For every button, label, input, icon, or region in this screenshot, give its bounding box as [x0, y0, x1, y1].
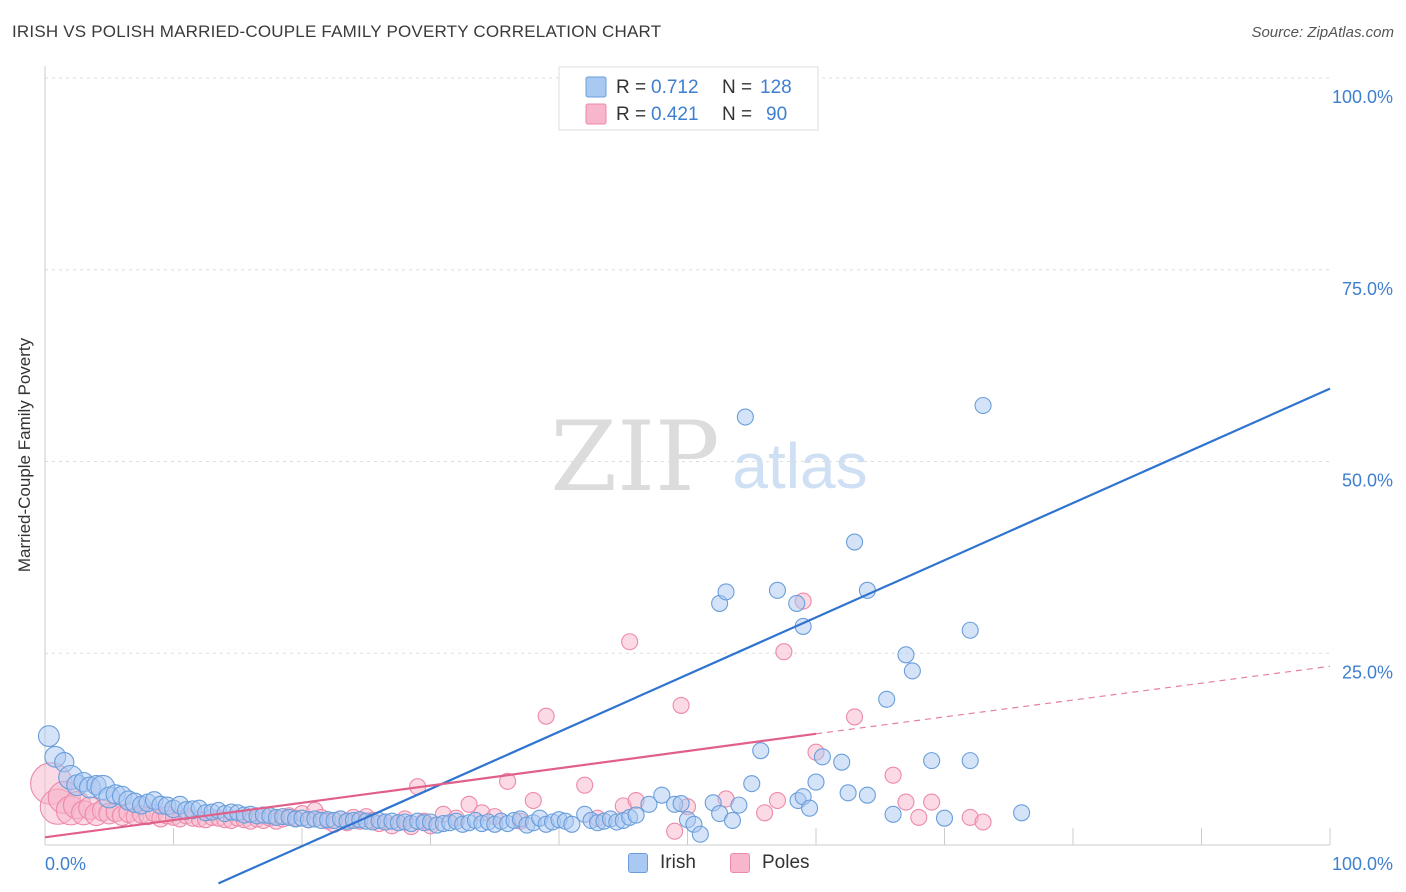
- poles-point-62: [460, 795, 478, 813]
- legend-r-value-irish: 0.712: [651, 77, 699, 98]
- legend-n-value-poles: 90: [766, 104, 787, 125]
- y-tick-label-1: 75.0%: [1342, 279, 1393, 299]
- tick-labels: 100.0% 75.0% 50.0% 25.0% 0.0% 100.0%: [45, 87, 1393, 874]
- irish-point-129: [974, 396, 992, 415]
- grid: [45, 77, 1330, 654]
- poles-point-68: [537, 707, 555, 725]
- irish-point-107: [807, 773, 825, 791]
- poles-point-85: [897, 793, 915, 811]
- irish-trend-line: [218, 387, 1331, 885]
- irish-point-94: [672, 795, 690, 813]
- legend-n-label-poles: N =: [722, 104, 752, 125]
- irish-point-127: [903, 662, 921, 680]
- irish-point-81: [563, 815, 581, 833]
- poles-point-67: [524, 791, 542, 810]
- series-irish: [37, 396, 1031, 843]
- irish-point-119: [736, 408, 754, 426]
- poles-point-87: [923, 793, 941, 811]
- bottom-legend-swatch-irish: [628, 853, 648, 873]
- irish-point-90: [627, 806, 645, 824]
- irish-point-111: [858, 786, 876, 804]
- stats-legend: R = 0.712 N = 128 R = 0.421 N = 90: [558, 66, 819, 131]
- poles-point-80: [775, 643, 793, 661]
- irish-point-102: [743, 775, 761, 793]
- watermark-zip: ZIP: [550, 401, 719, 513]
- poles-point-86: [910, 808, 928, 826]
- irish-point-123: [845, 533, 864, 551]
- x-tick-label-0: 0.0%: [45, 854, 86, 874]
- legend-swatch-poles: [585, 103, 607, 125]
- bottom-legend-label-irish: Irish: [660, 852, 696, 873]
- y-tick-label-3: 25.0%: [1342, 662, 1393, 682]
- irish-point-106: [801, 799, 819, 817]
- bottom-legend-poles[interactable]: Poles: [730, 852, 810, 874]
- irish-point-92: [653, 786, 671, 804]
- chart-title: IRISH VS POLISH MARRIED-COUPLE FAMILY PO…: [12, 22, 662, 41]
- poles-point-84: [884, 766, 902, 784]
- bottom-legend: Irish Poles: [0, 850, 1406, 880]
- legend-r-label-irish: R =: [616, 77, 646, 98]
- poles-trend-line-extension: [815, 665, 1331, 735]
- poles-point-75: [672, 696, 690, 714]
- poles-point-79: [768, 791, 787, 810]
- irish-point-115: [961, 752, 979, 770]
- irish-point-103: [752, 742, 770, 760]
- irish-point-113: [923, 752, 941, 770]
- x-tick-label-1: 100.0%: [1332, 854, 1393, 874]
- irish-point-97: [691, 825, 709, 843]
- irish-point-0: [37, 725, 60, 748]
- bottom-legend-label-poles: Poles: [762, 852, 810, 873]
- poles-point-89: [974, 813, 992, 831]
- irish-point-116: [1013, 804, 1031, 822]
- irish-point-126: [897, 646, 915, 664]
- poles-point-78: [756, 804, 774, 822]
- poles-point-83: [845, 708, 864, 726]
- y-axis-label: Married-Couple Family Poverty: [15, 337, 34, 572]
- irish-point-128: [961, 621, 979, 639]
- axes: [44, 66, 1331, 846]
- irish-point-114: [935, 809, 954, 827]
- legend-n-label-irish: N =: [722, 77, 752, 98]
- poles-point-69: [576, 776, 594, 794]
- legend-swatch-irish: [585, 76, 607, 98]
- source-label: Source: ZipAtlas.com: [1251, 24, 1394, 41]
- legend-r-label-poles: R =: [616, 104, 646, 125]
- poles-trend-line: [44, 732, 817, 839]
- y-tick-label-0: 100.0%: [1332, 87, 1393, 107]
- legend-n-value-irish: 128: [760, 77, 792, 98]
- irish-point-91: [640, 795, 658, 813]
- bottom-legend-irish[interactable]: Irish: [628, 852, 696, 874]
- trend-lines: [44, 387, 1331, 885]
- legend-r-value-poles: 0.421: [651, 104, 699, 125]
- irish-point-109: [833, 753, 851, 771]
- irish-point-125: [878, 690, 896, 708]
- irish-point-110: [839, 784, 857, 802]
- irish-point-112: [884, 805, 902, 823]
- poles-point-65: [499, 772, 517, 790]
- y-tick-label-2: 50.0%: [1342, 471, 1393, 491]
- irish-point-121: [788, 594, 806, 612]
- watermark-atlas: atlas: [732, 430, 867, 502]
- irish-point-101: [730, 796, 748, 814]
- bottom-legend-swatch-poles: [730, 853, 750, 873]
- irish-point-118: [717, 583, 735, 601]
- irish-point-100: [723, 811, 742, 830]
- irish-point-120: [768, 581, 787, 599]
- poles-point-72: [621, 633, 639, 651]
- irish-point-108: [813, 748, 831, 766]
- poles-point-74: [666, 822, 684, 840]
